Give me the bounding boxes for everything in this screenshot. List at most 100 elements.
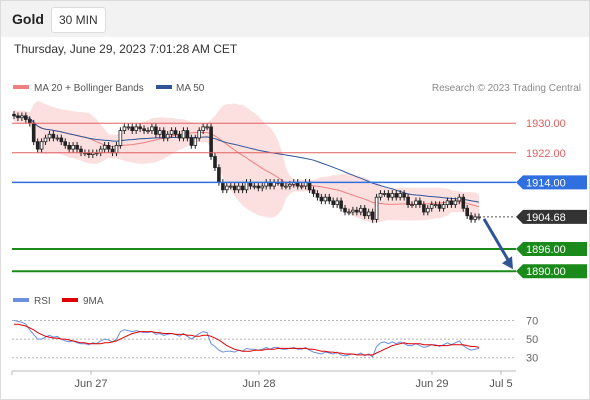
candle xyxy=(20,115,24,119)
candle xyxy=(205,126,209,129)
timeframe-badge[interactable]: 30 MIN xyxy=(51,7,106,33)
candle xyxy=(169,130,174,135)
candle xyxy=(358,207,363,213)
level-label-1890-00: 1890.00 xyxy=(526,266,566,278)
candle xyxy=(185,130,190,139)
candle xyxy=(335,200,339,205)
timestamp: Thursday, June 29, 2023 7:01:28 AM CET xyxy=(14,42,238,56)
candle xyxy=(445,200,450,205)
candle xyxy=(23,115,28,120)
candle xyxy=(284,185,288,188)
price-levels: 1930.00 1922.00 1914.00 1904.68 1896.00 1890.… xyxy=(12,118,587,279)
candle xyxy=(441,204,446,209)
candle xyxy=(142,128,146,132)
candle xyxy=(465,207,469,217)
candle xyxy=(422,204,426,213)
candle xyxy=(201,126,206,132)
candle xyxy=(327,196,332,202)
candle xyxy=(51,133,56,139)
candle xyxy=(110,148,115,154)
candle xyxy=(311,189,316,194)
candle xyxy=(157,130,162,135)
candle xyxy=(193,137,198,146)
candle xyxy=(299,185,304,188)
candle xyxy=(449,200,454,205)
candle xyxy=(118,130,123,146)
candle xyxy=(469,215,473,220)
candle xyxy=(252,185,257,188)
candle xyxy=(414,200,418,205)
candle xyxy=(98,148,103,154)
ma50-line xyxy=(13,115,480,203)
candle xyxy=(319,196,324,202)
candle xyxy=(102,144,107,150)
x-tick-label: Jul 5 xyxy=(489,378,512,390)
legend-label-ma50: MA 50 xyxy=(176,83,205,94)
candle xyxy=(232,185,237,191)
legend-swatch-ma50 xyxy=(156,85,172,89)
candle xyxy=(209,126,213,157)
candle xyxy=(307,181,312,191)
candle xyxy=(146,130,150,133)
x-tick-label: Jun 28 xyxy=(242,378,275,390)
candle xyxy=(260,185,265,189)
candle xyxy=(256,185,261,189)
candle xyxy=(437,204,442,209)
candle xyxy=(126,126,131,129)
candle xyxy=(228,185,233,188)
candle xyxy=(355,209,359,213)
ma20-line xyxy=(13,115,480,208)
level-label-1930-00: 1930.00 xyxy=(526,118,566,130)
level-label-1904-68: 1904.68 xyxy=(526,212,566,224)
candle xyxy=(43,137,48,143)
level-tag-1904-68 xyxy=(516,209,587,224)
legend-label-9ma: 9MA xyxy=(83,296,104,307)
candle xyxy=(323,196,328,202)
legend-swatch-rsi xyxy=(13,298,29,302)
candle xyxy=(134,126,139,132)
candle xyxy=(406,196,410,205)
candle xyxy=(63,141,67,146)
candle xyxy=(189,137,194,146)
rsi-tick-label: 30 xyxy=(526,353,538,365)
candle xyxy=(55,137,60,140)
level-tag-1896-00 xyxy=(516,242,587,256)
candle xyxy=(347,211,351,214)
forecast-arrow-shaft xyxy=(482,218,512,264)
candle xyxy=(453,200,458,205)
candle xyxy=(150,126,154,132)
candle xyxy=(173,130,178,135)
level-tag-1914-00 xyxy=(516,175,587,190)
candle xyxy=(197,130,202,139)
level-label-1896-00: 1896.00 xyxy=(526,244,566,256)
candle xyxy=(16,115,20,119)
rsi-ma-line xyxy=(14,323,480,356)
candle xyxy=(244,181,249,191)
candle xyxy=(59,137,64,143)
candle xyxy=(221,181,225,191)
legend-swatch-ma20 xyxy=(13,85,29,89)
candle xyxy=(351,209,355,213)
candle xyxy=(315,193,320,198)
legend-label-ma20: MA 20 + Bollinger Bands xyxy=(34,83,144,94)
rsi-tick-label: 50 xyxy=(526,334,538,346)
candle xyxy=(343,207,347,213)
candle xyxy=(165,133,170,139)
legend-label-rsi: RSI xyxy=(34,296,51,307)
candle xyxy=(12,113,16,117)
candle xyxy=(429,204,434,209)
level-label-1914-00: 1914.00 xyxy=(526,177,566,189)
price-plot xyxy=(12,100,481,224)
candle xyxy=(154,126,158,135)
candle xyxy=(378,193,383,198)
rsi-tick-label: 70 xyxy=(526,315,538,327)
candle xyxy=(35,141,40,150)
candle xyxy=(374,196,379,220)
candle xyxy=(240,185,245,191)
candle xyxy=(217,167,221,183)
widget-header: Gold 30 MIN xyxy=(1,1,589,37)
level-tag-1890-00 xyxy=(516,264,587,279)
bollinger-band xyxy=(14,100,479,224)
